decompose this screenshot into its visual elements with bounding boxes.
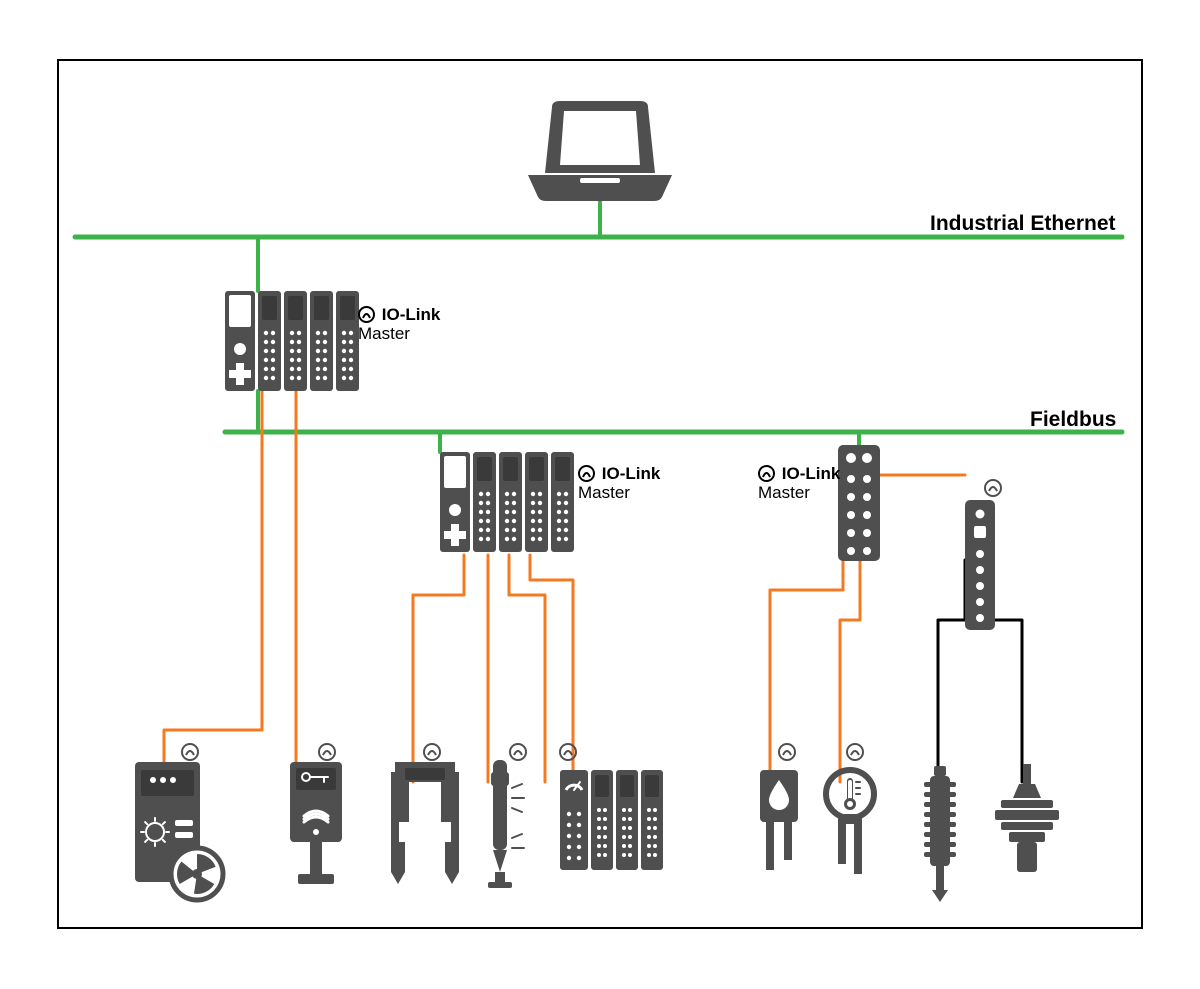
fieldbus-label: Fieldbus <box>1030 408 1116 432</box>
industrial-ethernet-label: Industrial Ethernet <box>930 212 1116 236</box>
iolink-master-label-2: IO-Link Master <box>578 465 660 502</box>
iolink-logo-icon <box>358 305 377 324</box>
iolink-master-label-1: IO-Link Master <box>358 306 440 343</box>
laptop-icon <box>528 101 672 201</box>
iolink-master-label-3: IO-Link Master <box>758 465 840 502</box>
iolink-logo-icon <box>578 464 597 483</box>
iolink-logo-icon <box>758 464 777 483</box>
